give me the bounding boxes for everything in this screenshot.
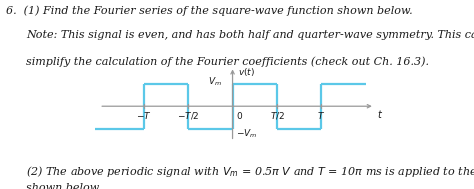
Text: $T$: $T$: [318, 110, 326, 121]
Text: $t$: $t$: [376, 108, 383, 120]
Text: $v(t)$: $v(t)$: [238, 66, 255, 78]
Text: 6.  (1) Find the Fourier series of the square-wave function shown below.: 6. (1) Find the Fourier series of the sq…: [6, 6, 412, 16]
Text: simplify the calculation of the Fourier coefficients (check out Ch. 16.3).: simplify the calculation of the Fourier …: [26, 57, 429, 67]
Text: $-T/2$: $-T/2$: [177, 110, 200, 121]
Text: (2) The above periodic signal with $V_m$ = 0.5$\pi$ $V$ and $T$ = 10$\pi$ ms is : (2) The above periodic signal with $V_m$…: [26, 164, 474, 179]
Text: $V_m$: $V_m$: [208, 75, 222, 88]
Text: shown below: shown below: [26, 183, 100, 189]
Text: $-V_m$: $-V_m$: [236, 128, 257, 140]
Text: $T/2$: $T/2$: [270, 110, 284, 121]
Text: Note: This signal is even, and has both half and quarter-wave symmetry. This can: Note: This signal is even, and has both …: [26, 30, 474, 40]
Text: $0$: $0$: [236, 110, 243, 121]
Text: $-T$: $-T$: [136, 110, 152, 121]
